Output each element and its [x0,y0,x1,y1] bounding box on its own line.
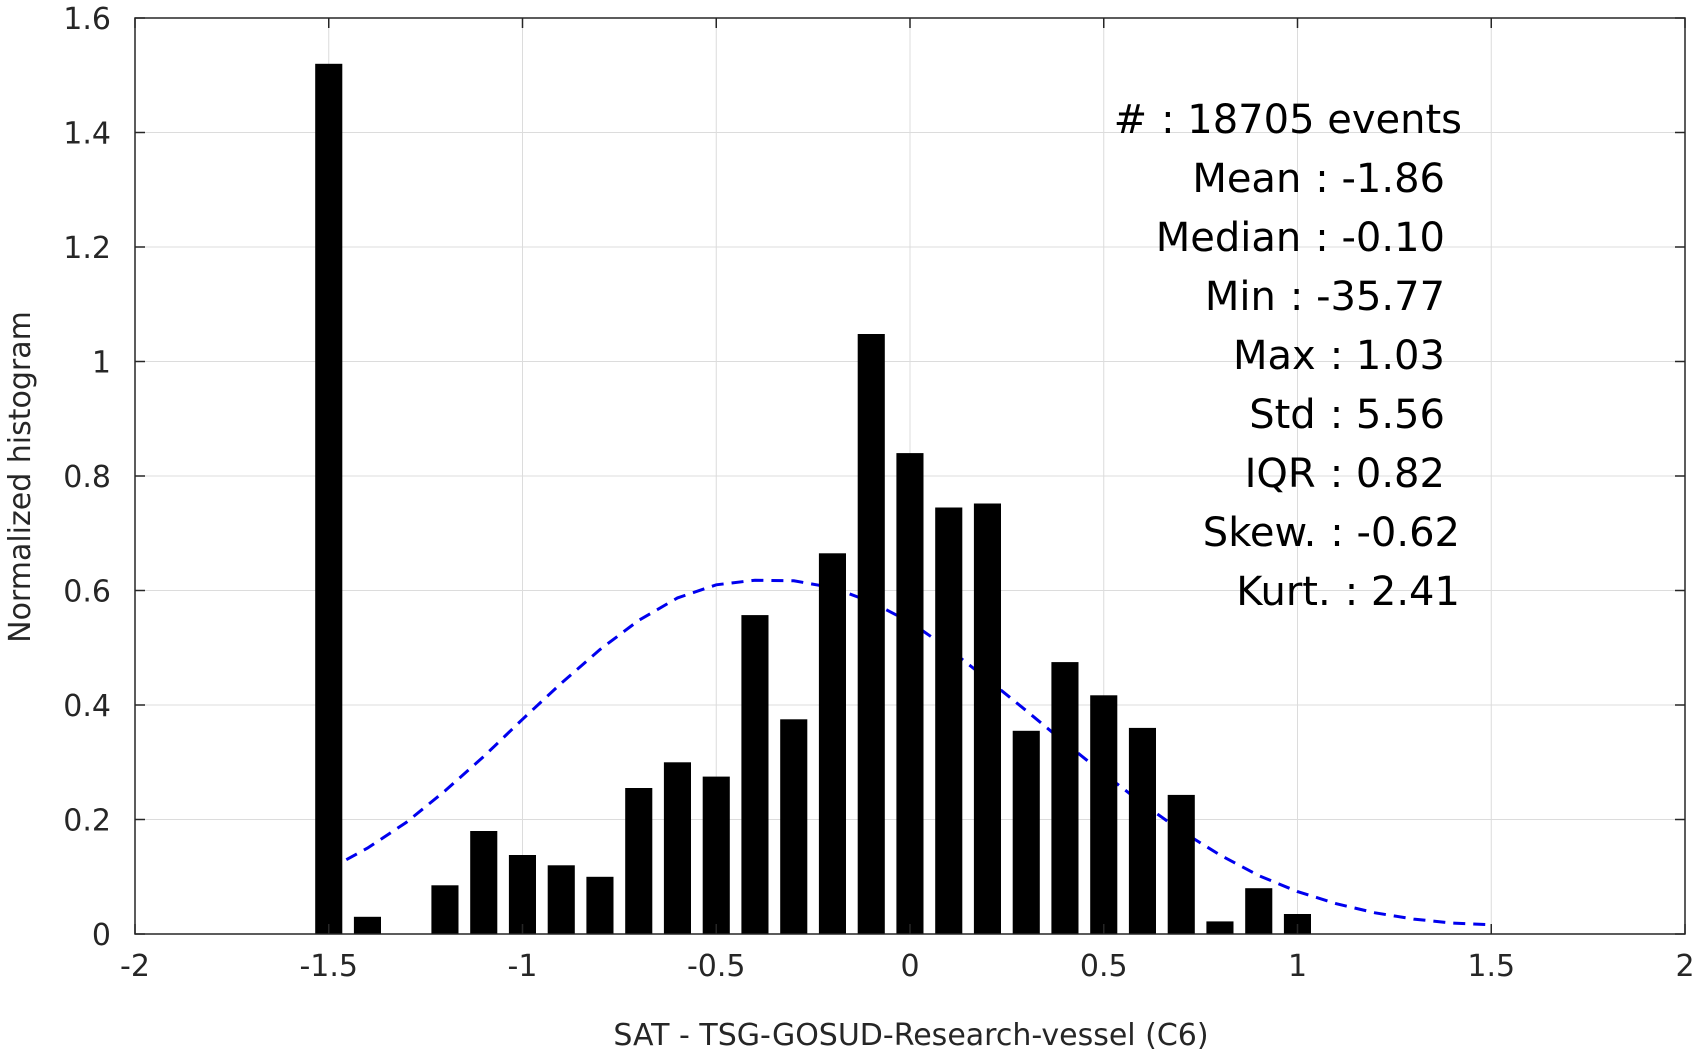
x-axis-label: SAT - TSG-GOSUD-Research-vessel (C6) [613,1018,1208,1053]
x-tick-label: 1 [1288,949,1307,984]
x-tick-label: -1.5 [299,949,358,984]
stat-value: : 0.82 [1330,451,1445,497]
y-tick-label: 1.6 [63,2,111,37]
x-tick-label: -0.5 [687,949,746,984]
histogram-bar [857,334,885,934]
histogram-bar [1206,921,1234,934]
histogram-bar [1128,727,1156,934]
stat-label: Median [1156,215,1302,261]
stat-label: # [1114,97,1148,143]
y-tick-label: 0.8 [63,460,111,495]
x-tick-label: -1 [508,949,538,984]
stat-label: Max [1233,333,1316,379]
tick-labels: -2 -1.5 -1 -0.5 0 0.5 1 1.5 2 0 0.2 0.4 0.6 0.8 1 1.2 1.… [63,2,1694,984]
y-tick-label: 0 [92,918,111,953]
y-tick-label: 1.2 [63,231,111,266]
stat-value: : -0.10 [1315,215,1445,261]
stat-value: : -1.86 [1315,156,1445,202]
histogram-bar [1167,794,1195,934]
x-tick-label: 2 [1675,949,1694,984]
stat-label: Mean [1192,156,1301,202]
histogram-bar [702,776,730,934]
y-tick-label: 1 [92,346,111,381]
histogram-bars [315,63,1311,935]
histogram-bar [586,876,614,935]
histogram-bar [431,885,459,934]
stat-value: : 2.41 [1345,569,1460,615]
histogram-bar [1090,695,1118,934]
stats-annotation: # : 18705 events Mean : -1.86 Median : -0.10… [1114,97,1462,615]
stat-label: IQR [1245,451,1316,497]
stat-value: : 18705 events [1161,97,1462,143]
histogram-bar [315,63,343,935]
histogram-bar [1012,730,1040,934]
x-tick-label: -2 [120,949,150,984]
stat-label: Skew. [1203,510,1317,556]
histogram-bar [896,453,924,934]
histogram-bar [1245,888,1273,934]
histogram-bar [741,615,769,934]
histogram-bar [818,553,846,934]
stat-value: : 5.56 [1330,392,1445,438]
x-tick-label: 0 [900,949,919,984]
histogram-bar [547,865,575,934]
histogram-bar [470,831,498,934]
x-tick-label: 1.5 [1467,949,1515,984]
histogram-bar [935,507,963,934]
stat-label: Min [1205,274,1276,320]
stat-label: Std [1249,392,1315,438]
axes-frame [134,17,1686,935]
y-axis-label: Normalized histogram [3,311,38,643]
y-tick-label: 0.6 [63,575,111,610]
histogram-bar [508,855,536,934]
stat-label: Kurt. [1236,569,1330,615]
y-tick-label: 1.4 [63,117,111,152]
histogram-bar [353,916,381,934]
stat-value: : 1.03 [1330,333,1445,379]
stat-value: : -0.62 [1330,510,1460,556]
histogram-bar [663,762,691,935]
y-tick-label: 0.4 [63,689,111,724]
histogram-bar [973,503,1001,934]
histogram-bar [1051,662,1079,934]
histogram-bar [625,788,653,934]
stat-value: : -35.77 [1290,274,1445,320]
x-tick-label: 0.5 [1080,949,1128,984]
histogram-bar [780,719,808,934]
y-tick-label: 0.2 [63,804,111,839]
